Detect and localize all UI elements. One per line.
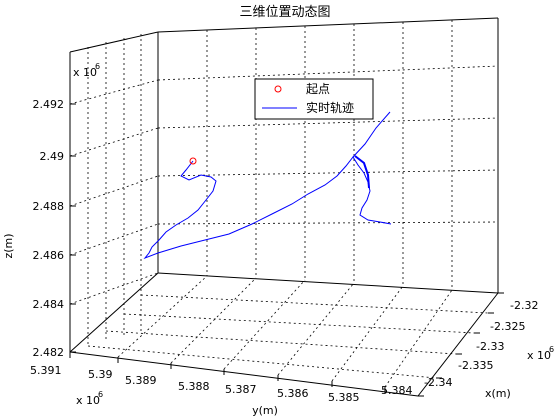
z-tick-label: 2.484 [33, 298, 65, 311]
y-tick-label: 5.384 [381, 384, 413, 397]
z-axis-label: z(m) [2, 233, 15, 258]
z-tick-label: 2.492 [33, 98, 65, 111]
y-tick-label: 5.386 [277, 387, 309, 400]
x-tick-label: -2.335 [458, 359, 493, 372]
trajectory-line [354, 155, 370, 189]
y-tick-label: 5.389 [125, 374, 157, 387]
trajectory-line [352, 111, 391, 158]
axes-frame [69, 17, 499, 397]
x-exponent: 6 [549, 345, 554, 354]
y-tick-label: 5.39 [88, 368, 113, 381]
y-tick-label: 5.387 [225, 383, 257, 396]
x-exponent-label: x 10 [527, 349, 551, 362]
z-tick-label: 2.49 [40, 150, 65, 163]
start-point-marker [189, 157, 197, 165]
trajectory-line [143, 156, 392, 260]
z-tick-label: 2.486 [33, 249, 65, 262]
z-axis: 2.482 2.484 2.486 2.488 2.49 2.492 z(m) … [2, 62, 100, 359]
x-tick-label: -2.34 [424, 376, 452, 389]
y-exponent-label: x 10 [76, 394, 100, 407]
z-exponent-label: x 10 [73, 66, 97, 79]
grid-lines [69, 18, 499, 388]
z-tick-label: 2.488 [33, 200, 65, 213]
legend: 起点 实时轨迹 [254, 78, 374, 120]
y-tick-label: 5.388 [178, 380, 210, 393]
chart-title: 三维位置动态图 [239, 5, 330, 20]
y-exponent: 6 [98, 390, 103, 399]
x-axis-label: x(m) [485, 387, 511, 400]
y-tick-label: 5.391 [30, 364, 62, 377]
z-tick-label: 2.482 [33, 346, 65, 359]
x-tick-label: -2.32 [510, 299, 538, 312]
z-exponent: 6 [95, 62, 100, 71]
x-axis: -2.32 -2.325 -2.33 -2.335 -2.34 x(m) x 1… [418, 292, 554, 400]
legend-start-label: 起点 [306, 82, 330, 96]
legend-start-marker [274, 85, 282, 93]
legend-track-label: 实时轨迹 [306, 100, 354, 115]
y-tick-label: 5.385 [328, 391, 360, 404]
x-tick-label: -2.33 [476, 340, 504, 353]
y-axis-label: y(m) [252, 404, 278, 417]
y-axis: 5.391 5.39 5.389 5.388 5.387 5.386 5.385… [30, 352, 413, 417]
x-tick-label: -2.325 [490, 320, 525, 333]
